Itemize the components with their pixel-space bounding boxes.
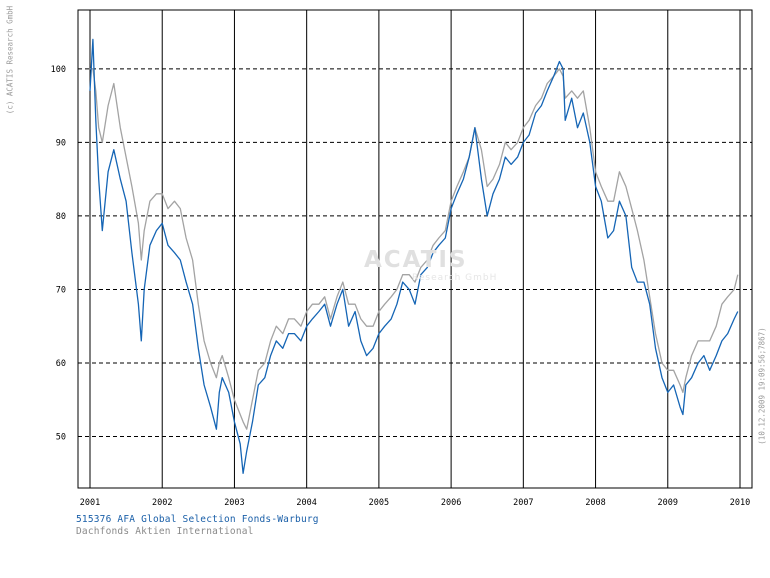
y-tick-label: 60 [56, 359, 66, 369]
y-tick-label: 50 [56, 433, 66, 443]
x-tick-label: 2002 [152, 498, 172, 508]
y-tick-label: 80 [56, 212, 66, 222]
x-tick-label: 2009 [658, 498, 678, 508]
watermark-sub: Research GmbH [412, 273, 498, 283]
x-tick-label: 2006 [441, 498, 461, 508]
watermark-brand: ACATIS [364, 247, 468, 273]
benchmark-line [90, 68, 739, 430]
y-tick-label: 100 [51, 65, 66, 75]
x-tick-label: 2001 [80, 498, 100, 508]
fund-line [89, 38, 739, 474]
copyright-text: (c) ACATIS Research GmbH [5, 5, 15, 115]
x-tick-label: 2010 [730, 498, 750, 508]
x-tick-label: 2004 [296, 498, 316, 508]
x-tick-label: 2003 [224, 498, 244, 508]
x-tick-label: 2008 [585, 498, 605, 508]
timestamp-stamp: (10.12.2009 19:09:56;7867) [757, 327, 767, 445]
y-tick-label: 90 [56, 138, 66, 148]
plot-area [77, 9, 753, 489]
y-tick-label: 70 [56, 285, 66, 295]
x-tick-label: 2005 [369, 498, 389, 508]
legend-fund: 515376 AFA Global Selection Fonds-Warbur… [76, 514, 319, 525]
x-tick-label: 2007 [513, 498, 533, 508]
legend-benchmark: Dachfonds Aktien International [76, 526, 254, 537]
